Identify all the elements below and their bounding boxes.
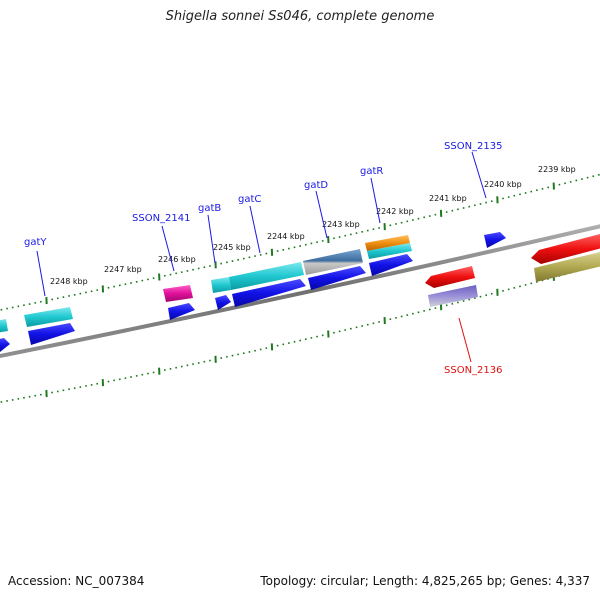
- gene-labels: gatY SSON_2141 gatB gatC gatD gatR SSON_…: [24, 141, 503, 376]
- gene-label-gatD: gatD: [304, 180, 328, 191]
- accession-text: Accession: NC_007384: [8, 574, 145, 588]
- gene-feature-SSON_2136: [425, 266, 475, 288]
- scale-label: 2244 kbp: [267, 232, 305, 241]
- leader-line-SSON_2141: [161, 225, 175, 272]
- gene-arrow: [484, 232, 506, 248]
- leader-line-SSON_2135: [471, 151, 487, 199]
- scale-label: 2240 kbp: [484, 180, 522, 189]
- scale-label: 2243 kbp: [322, 220, 360, 229]
- leader-line-gatB: [207, 214, 216, 264]
- gene-label-gatR: gatR: [360, 166, 383, 177]
- genome-summary-text: Topology: circular; Length: 4,825,265 bp…: [260, 574, 590, 588]
- gene-arrow: [308, 266, 366, 290]
- annotation-row: [0, 234, 600, 333]
- gene-feature-gatR: [365, 235, 410, 251]
- scale-label: 2241 kbp: [429, 194, 467, 203]
- gene-arrow: [28, 323, 75, 345]
- gene-label-gatY: gatY: [24, 237, 47, 248]
- gene-feature: [534, 252, 600, 282]
- scale-label: 2239 kbp: [538, 165, 576, 174]
- upper-scale-ring: [0, 173, 600, 311]
- gene-feature-gatY: [24, 307, 73, 327]
- gene-feature-gatD: [303, 249, 363, 275]
- gene-arrow: [0, 338, 10, 352]
- leader-line-gatC: [249, 205, 261, 254]
- map-title: Shigella sonnei Ss046, complete genome: [165, 9, 435, 24]
- leader-line-SSON_2136: [458, 317, 472, 363]
- genome-backbone: [0, 224, 600, 359]
- cds-row: [0, 232, 600, 352]
- gene-arrow: [369, 254, 413, 276]
- scale-label: 2247 kbp: [104, 265, 142, 274]
- gene-arrow: [168, 303, 195, 320]
- leader-line-gatY: [36, 250, 46, 297]
- gene-feature-gatC: [229, 262, 304, 290]
- scale-label: 2248 kbp: [50, 277, 88, 286]
- leader-line-gatR: [370, 177, 381, 224]
- gene-label-SSON_2141: SSON_2141: [132, 213, 191, 224]
- leader-lines: [36, 151, 487, 363]
- scale-label: 2246 kbp: [158, 255, 196, 264]
- gene-feature: [531, 234, 600, 264]
- gene-feature-SSON_2141: [163, 285, 193, 302]
- gene-feature-gatB: [211, 277, 231, 293]
- scale-label: 2245 kbp: [213, 243, 251, 252]
- gene-label-gatC: gatC: [238, 194, 261, 205]
- scale-labels: 2248 kbp 2247 kbp 2246 kbp 2245 kbp 2244…: [50, 165, 576, 286]
- gene-feature-gatR-cyan: [367, 243, 412, 259]
- gene-arrow: [232, 279, 306, 307]
- gene-feature: [0, 319, 8, 333]
- gene-feature-SSON_2136-band: [428, 285, 478, 307]
- scale-label: 2242 kbp: [376, 207, 414, 216]
- gene-label-gatB: gatB: [198, 203, 221, 214]
- gene-label-SSON_2135: SSON_2135: [444, 141, 503, 152]
- gene-arrow: [215, 295, 231, 310]
- leader-line-gatD: [315, 190, 328, 239]
- gene-label-SSON_2136: SSON_2136: [444, 365, 503, 376]
